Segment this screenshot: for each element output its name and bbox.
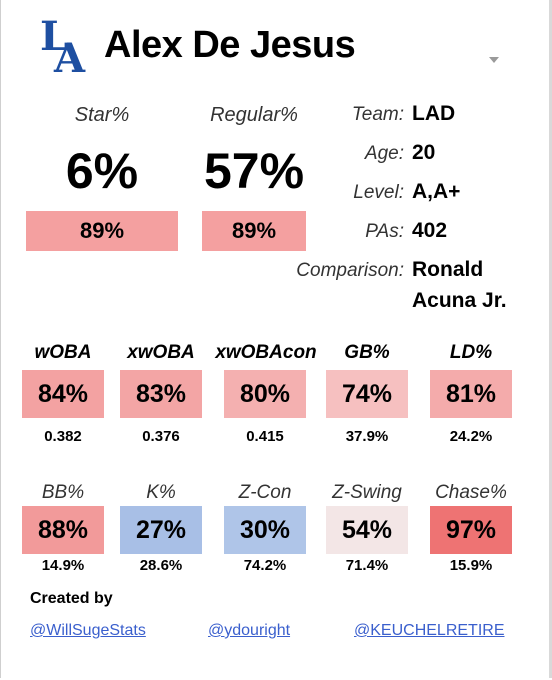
stat-pct-woba: 84% bbox=[22, 370, 104, 418]
pas-value: 402 bbox=[412, 219, 448, 242]
stat-label-xwobacon: xwOBAcon bbox=[215, 342, 317, 363]
stat-label-zswing: Z-Swing bbox=[332, 482, 402, 503]
comparison-label: Comparison: bbox=[296, 260, 404, 281]
stat-pct-ld: 81% bbox=[430, 370, 512, 418]
stat-raw-zcon: 74.2% bbox=[243, 557, 287, 574]
created-by-label: Created by bbox=[30, 590, 113, 607]
team-label: Team: bbox=[351, 104, 404, 125]
stat-label-zcon: Z-Con bbox=[238, 482, 292, 503]
svg-text:A: A bbox=[53, 35, 86, 78]
stat-raw-xwoba: 0.376 bbox=[142, 428, 180, 445]
team-value: LAD bbox=[412, 102, 456, 125]
age-value: 20 bbox=[412, 141, 436, 164]
stat-raw-bb: 14.9% bbox=[41, 557, 85, 574]
player-select-dropdown-icon[interactable] bbox=[489, 57, 499, 63]
stat-raw-woba: 0.382 bbox=[44, 428, 82, 445]
stat-pct-bb: 88% bbox=[22, 506, 104, 554]
stat-pct-xwoba: 83% bbox=[120, 370, 202, 418]
stat-pct-zcon: 30% bbox=[224, 506, 306, 554]
stat-raw-k: 28.6% bbox=[139, 557, 183, 574]
regular-percentile: 89% bbox=[202, 211, 306, 251]
stat-raw-xwobacon: 0.415 bbox=[246, 428, 284, 445]
svg-text:L: L bbox=[40, 14, 68, 60]
regular-value: 57% bbox=[203, 143, 305, 199]
stat-label-bb: BB% bbox=[41, 482, 85, 503]
star-label: Star% bbox=[74, 104, 130, 126]
stat-pct-k: 27% bbox=[120, 506, 202, 554]
star-percentile: 89% bbox=[26, 211, 178, 251]
stat-label-gb: GB% bbox=[344, 342, 390, 363]
la-dodgers-logo: L A bbox=[40, 14, 86, 78]
stat-label-ld: LD% bbox=[449, 342, 493, 363]
credit-link-ydouright[interactable]: @ydouright bbox=[208, 622, 291, 639]
stat-label-xwoba: xwOBA bbox=[127, 342, 195, 363]
stat-label-chase: Chase% bbox=[435, 482, 507, 503]
credit-link-keuchelretire[interactable]: @KEUCHELRETIRE bbox=[354, 622, 505, 639]
stat-pct-xwobacon: 80% bbox=[224, 370, 306, 418]
star-value: 6% bbox=[65, 143, 139, 199]
regular-label: Regular% bbox=[210, 104, 298, 126]
comparison-value-line2: Acuna Jr. bbox=[412, 289, 507, 312]
level-label: Level: bbox=[353, 182, 404, 203]
stat-pct-zswing: 54% bbox=[326, 506, 408, 554]
player-name: Alex De Jesus bbox=[104, 24, 356, 66]
stat-raw-gb: 37.9% bbox=[345, 428, 389, 445]
level-value: A,A+ bbox=[412, 180, 461, 203]
stat-label-woba: wOBA bbox=[34, 342, 92, 363]
stat-raw-ld: 24.2% bbox=[449, 428, 493, 445]
age-label: Age: bbox=[364, 143, 404, 164]
stat-raw-zswing: 71.4% bbox=[345, 557, 389, 574]
stat-label-k: K% bbox=[146, 482, 176, 503]
stat-pct-chase: 97% bbox=[430, 506, 512, 554]
stat-pct-gb: 74% bbox=[326, 370, 408, 418]
comparison-value-line1: Ronald bbox=[412, 258, 484, 281]
stat-raw-chase: 15.9% bbox=[449, 557, 493, 574]
pas-label: PAs: bbox=[365, 221, 404, 242]
credit-link-willsugestats[interactable]: @WillSugeStats bbox=[30, 622, 146, 639]
